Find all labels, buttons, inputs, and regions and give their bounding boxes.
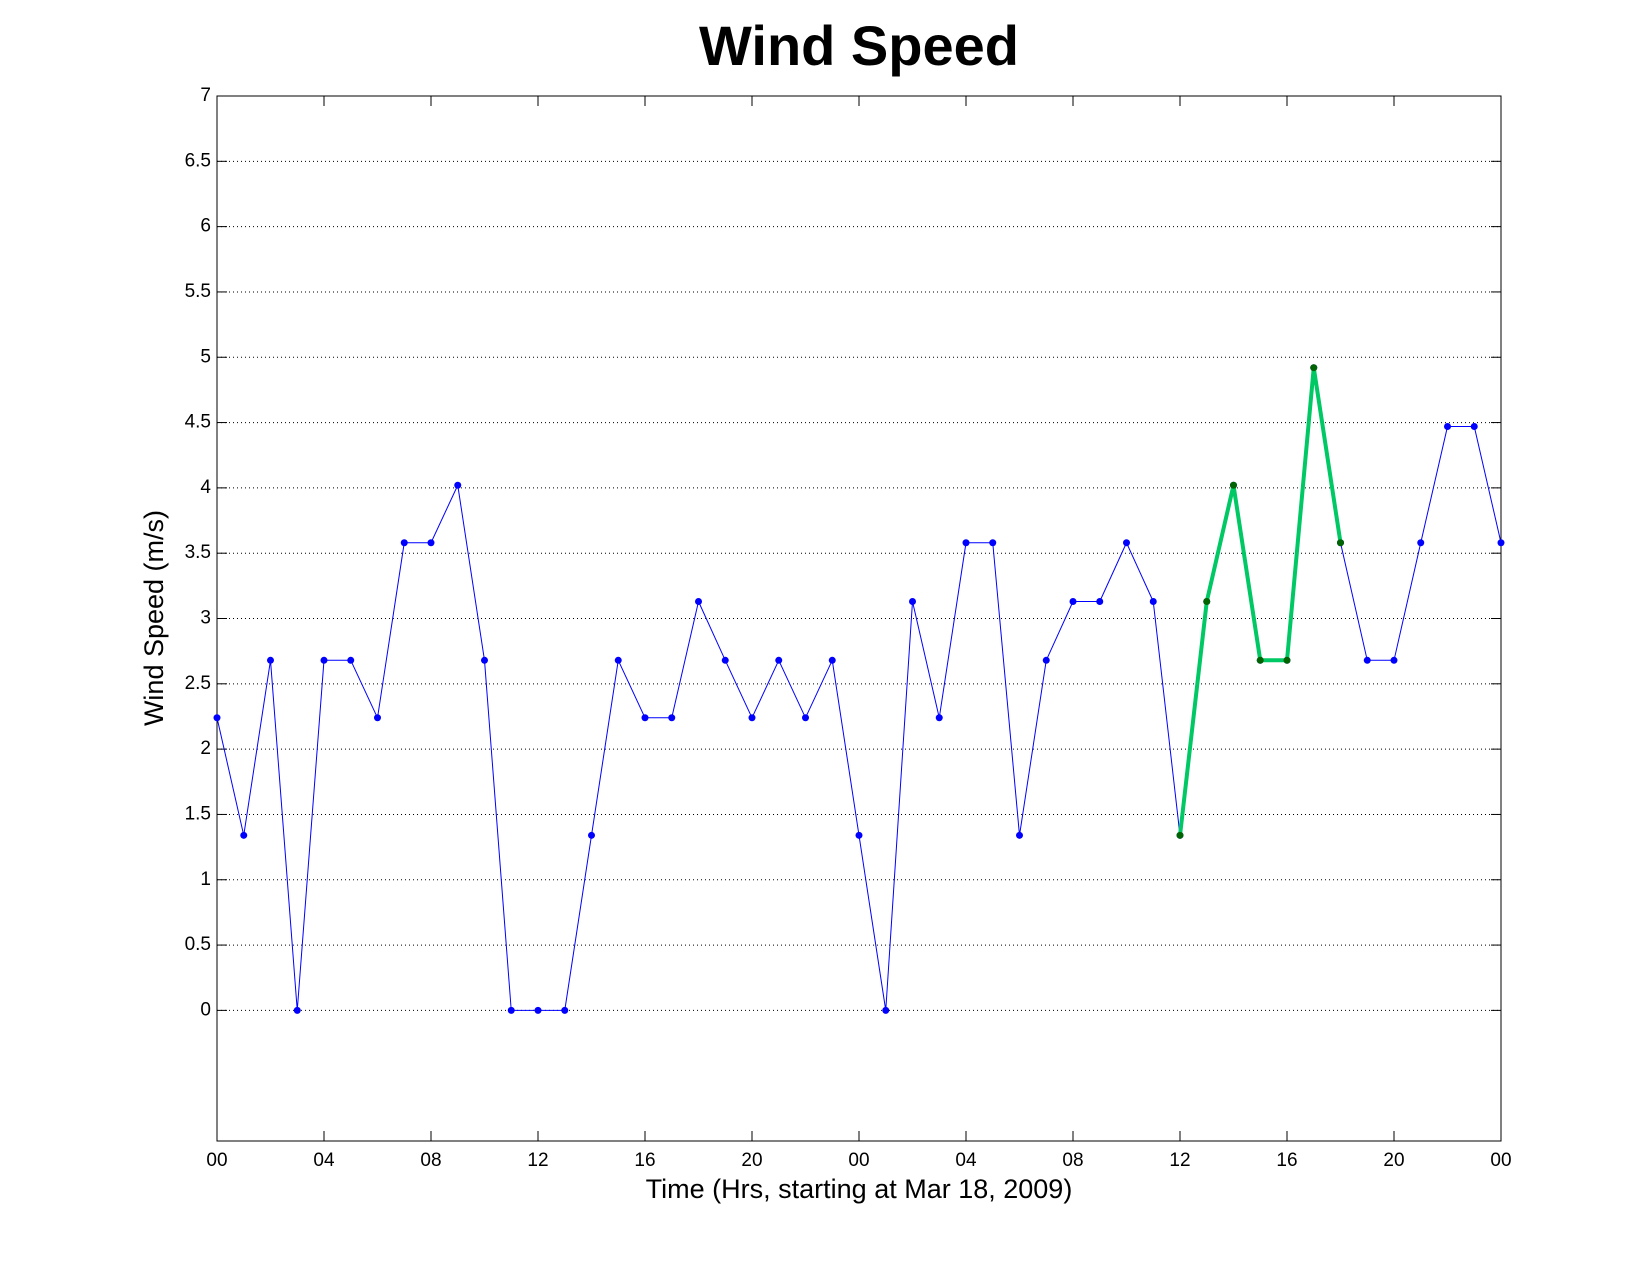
point-marker (267, 656, 274, 664)
y-tick-label: 1 (200, 869, 211, 890)
y-tick-label: 5 (200, 346, 211, 367)
x-tick-label: 16 (634, 1150, 655, 1171)
point-marker (293, 1006, 301, 1014)
y-tick-label: 1.5 (185, 803, 211, 824)
point-marker (1149, 598, 1157, 606)
point-marker (1444, 422, 1451, 430)
x-tick-label: 00 (1490, 1150, 1511, 1171)
point-marker (882, 1006, 890, 1014)
y-tick-label: 3 (200, 608, 211, 629)
point-marker (1390, 656, 1398, 664)
x-tick-label: 20 (1383, 1150, 1404, 1171)
plot-frame (216, 95, 1502, 1142)
x-axis-label: Time (Hrs, starting at Mar 18, 2009) (646, 1174, 1073, 1204)
point-marker (1096, 598, 1104, 606)
x-tick-label: 08 (1062, 1150, 1083, 1171)
point-marker (534, 1006, 542, 1014)
point-marker (695, 598, 702, 606)
x-tick-label: 04 (313, 1150, 335, 1171)
point-marker (427, 539, 435, 547)
y-tick-label: 6 (200, 216, 211, 237)
point-marker (1069, 598, 1077, 606)
point-marker (909, 598, 916, 606)
point-marker (802, 714, 809, 722)
point-marker (614, 656, 622, 664)
x-tick-label: 08 (420, 1150, 441, 1171)
point-marker (1042, 656, 1050, 664)
point-marker (1256, 656, 1264, 664)
point-marker (320, 656, 328, 664)
point-marker (1123, 539, 1130, 547)
x-tick-label: 00 (848, 1150, 869, 1171)
chart-title: Wind Speed (699, 14, 1019, 77)
point-marker (454, 481, 462, 489)
point-marker (721, 656, 729, 664)
point-marker (1016, 831, 1023, 839)
point-marker (1230, 481, 1237, 489)
point-marker (935, 714, 943, 722)
y-tick-label: 0 (200, 999, 211, 1020)
point-marker (855, 831, 863, 839)
point-marker (347, 656, 355, 664)
point-marker (374, 714, 381, 722)
point-marker (748, 714, 756, 722)
x-tick-label: 20 (741, 1150, 762, 1171)
y-tick-label: 5.5 (185, 281, 211, 302)
y-tick-label: 2 (200, 738, 211, 759)
point-marker (481, 656, 488, 664)
y-tick-label: 6.5 (185, 150, 211, 171)
point-marker (989, 539, 997, 547)
x-tick-label: 16 (1276, 1150, 1297, 1171)
x-tick-label: 00 (206, 1150, 227, 1171)
point-marker (828, 656, 836, 664)
point-marker (1497, 539, 1505, 547)
y-axis-label: Wind Speed (m/s) (139, 510, 169, 726)
point-marker (561, 1006, 569, 1014)
point-marker (507, 1006, 515, 1014)
point-marker (1176, 831, 1184, 839)
plot-area (217, 96, 1501, 1141)
point-marker (1470, 422, 1478, 430)
x-tick-label: 12 (527, 1150, 548, 1171)
point-marker (668, 714, 676, 722)
point-marker (775, 656, 783, 664)
point-marker (400, 539, 408, 547)
y-tick-label: 2.5 (185, 673, 211, 694)
point-marker (213, 714, 221, 722)
point-marker (1310, 364, 1318, 372)
point-marker (641, 714, 649, 722)
y-tick-label: 7 (200, 85, 211, 106)
y-tick-label: 3.5 (185, 542, 211, 563)
point-marker (588, 831, 595, 839)
x-tick-label: 12 (1169, 1150, 1190, 1171)
point-marker (1337, 539, 1344, 547)
y-tick-label: 4.5 (185, 412, 211, 433)
point-marker (1283, 656, 1291, 664)
point-marker (962, 539, 970, 547)
point-marker (1203, 598, 1211, 606)
x-tick-label: 04 (955, 1150, 977, 1171)
y-tick-label: 0.5 (185, 934, 211, 955)
point-marker (240, 831, 248, 839)
point-marker (1417, 539, 1425, 547)
point-marker (1363, 656, 1371, 664)
y-tick-label: 4 (200, 477, 211, 498)
